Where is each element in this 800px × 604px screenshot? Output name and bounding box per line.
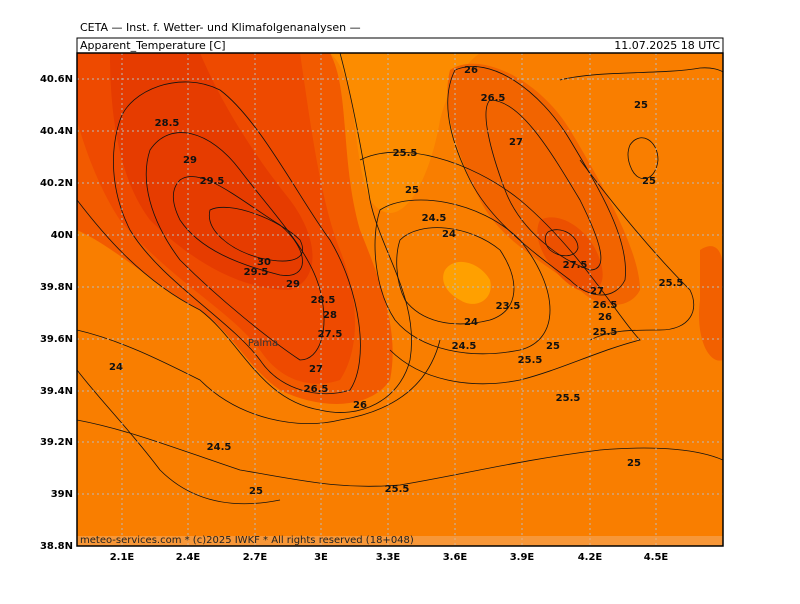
contour-label: 25.5 (518, 355, 543, 366)
lon-tick-label: 2.7E (243, 552, 268, 563)
contour-label: 25.5 (393, 148, 418, 159)
contour-label: 25.5 (385, 484, 410, 495)
contour-label: 25 (249, 486, 263, 497)
lon-tick-label: 4.5E (644, 552, 669, 563)
field-hottest (110, 53, 313, 290)
contour-label: 24 (464, 317, 478, 328)
lon-tick-label: 3.3E (376, 552, 401, 563)
field (77, 53, 723, 546)
isoline (77, 419, 723, 487)
title: Apparent_Temperature [C] (80, 39, 226, 52)
lat-tick-label: 39N (51, 489, 73, 500)
lon-tick-label: 4.2E (578, 552, 603, 563)
contour-label: 26 (464, 65, 478, 76)
contour-label: 29.5 (244, 267, 269, 278)
contour-label: 24 (109, 362, 123, 373)
isoline (359, 151, 641, 385)
isoline (559, 67, 723, 81)
isoline (77, 329, 441, 425)
institute: CETA — Inst. f. Wetter- und Klimafolgena… (80, 21, 361, 34)
isoline (579, 159, 695, 341)
field-hot-east (537, 217, 603, 292)
datetime: 11.07.2025 18 UTC (614, 39, 720, 52)
isoline (77, 53, 412, 413)
graticule (77, 53, 723, 546)
contour-label: 26.5 (304, 384, 329, 395)
contour-label: 25 (642, 176, 656, 187)
contour-label: 29 (286, 279, 300, 290)
map-frame (76, 52, 724, 547)
contour-label: 27 (590, 286, 604, 297)
isoline (374, 199, 551, 355)
contour-label: 25.5 (556, 393, 581, 404)
contour-label: 29 (183, 155, 197, 166)
lat-tick-label: 39.4N (40, 386, 73, 397)
lat-tick-label: 40N (51, 230, 73, 241)
isoline (172, 175, 303, 276)
contour-label: 24.5 (452, 341, 477, 352)
contour-label: 27 (509, 137, 523, 148)
contour-label: 28.5 (311, 295, 336, 306)
lat-tick-label: 40.4N (40, 126, 73, 137)
contour-label: 27.5 (563, 260, 588, 271)
contour-label: 24 (442, 229, 456, 240)
contour-label: 26 (353, 400, 367, 411)
contour-label: 28.5 (155, 118, 180, 129)
contour-label: 26.5 (481, 93, 506, 104)
lon-tick-label: 2.1E (110, 552, 135, 563)
field-warm-edge (699, 246, 723, 361)
lon-tick-label: 3E (314, 552, 328, 563)
isoline (208, 206, 303, 262)
isoline (77, 369, 281, 505)
lat-tick-label: 38.8N (40, 541, 73, 552)
field-light (330, 53, 480, 213)
footer: meteo-services.com * (c)2025 IWKF * All … (80, 535, 414, 546)
lon-tick-label: 2.4E (176, 552, 201, 563)
contour-label: 25 (405, 185, 419, 196)
contour-label: 23.5 (496, 301, 521, 312)
contour-label: 25.5 (659, 278, 684, 289)
footer-strip (77, 536, 723, 546)
lat-tick-label: 39.8N (40, 282, 73, 293)
contour-label: 26 (598, 312, 612, 323)
contour-label: 29.5 (200, 176, 225, 187)
contour-label: 27.5 (318, 329, 343, 340)
contour-label: 24.5 (422, 213, 447, 224)
contour-label: 24.5 (207, 442, 232, 453)
lat-tick-label: 40.2N (40, 178, 73, 189)
contour-label: 25 (634, 100, 648, 111)
lat-tick-label: 40.6N (40, 74, 73, 85)
contour-label: 30 (257, 257, 271, 268)
contour-label: 25 (546, 341, 560, 352)
contour-label: 25.5 (593, 327, 618, 338)
lat-tick-label: 39.2N (40, 437, 73, 448)
isoline (396, 227, 515, 325)
isoline (447, 66, 626, 296)
isolines (77, 53, 723, 505)
contour-label: 28 (323, 310, 337, 321)
contour-label: 25 (627, 458, 641, 469)
contour-label: 27 (309, 364, 323, 375)
lon-tick-label: 3.6E (443, 552, 468, 563)
isoline (544, 229, 579, 257)
lat-tick-label: 39.6N (40, 334, 73, 345)
contour-label: 26.5 (593, 300, 618, 311)
isoline (627, 137, 659, 180)
place-label: Palma (248, 338, 278, 349)
lon-tick-label: 3.9E (510, 552, 535, 563)
